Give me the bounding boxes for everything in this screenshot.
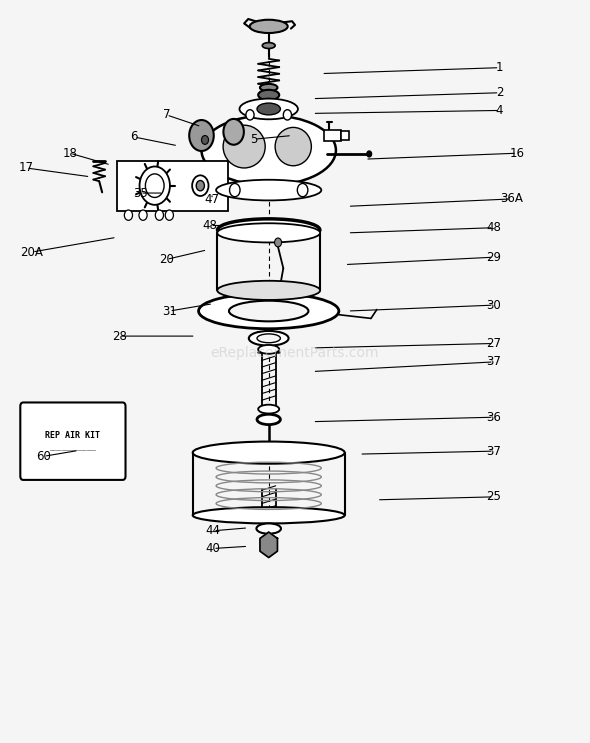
- Text: 16: 16: [510, 146, 525, 160]
- Ellipse shape: [258, 90, 279, 100]
- Text: 48: 48: [203, 219, 218, 232]
- Circle shape: [165, 210, 173, 221]
- Text: 25: 25: [486, 490, 501, 503]
- Text: 60: 60: [36, 450, 51, 463]
- Ellipse shape: [257, 523, 281, 533]
- Bar: [117, 160, 228, 211]
- Ellipse shape: [249, 331, 289, 345]
- Text: 27: 27: [486, 337, 502, 350]
- Circle shape: [283, 110, 291, 120]
- Ellipse shape: [217, 224, 320, 242]
- Ellipse shape: [258, 345, 279, 354]
- Circle shape: [145, 174, 164, 198]
- Text: 36: 36: [486, 411, 501, 424]
- Text: 18: 18: [63, 146, 77, 160]
- Ellipse shape: [275, 127, 312, 166]
- Text: 17: 17: [19, 161, 34, 175]
- Text: 37: 37: [486, 355, 501, 369]
- Ellipse shape: [193, 441, 345, 464]
- Ellipse shape: [257, 415, 280, 424]
- Text: 40: 40: [206, 542, 221, 555]
- Ellipse shape: [189, 120, 214, 151]
- Text: 20: 20: [159, 253, 174, 266]
- Ellipse shape: [196, 181, 204, 191]
- Text: 35: 35: [133, 186, 148, 200]
- Ellipse shape: [258, 405, 279, 414]
- Circle shape: [124, 210, 133, 221]
- Ellipse shape: [218, 219, 320, 241]
- Circle shape: [297, 184, 308, 197]
- Text: REP AIR KIT: REP AIR KIT: [45, 431, 100, 440]
- Ellipse shape: [224, 119, 244, 145]
- Bar: [324, 129, 340, 141]
- Ellipse shape: [240, 99, 298, 120]
- Text: 28: 28: [112, 330, 127, 343]
- Ellipse shape: [193, 507, 345, 523]
- Polygon shape: [260, 532, 277, 557]
- Circle shape: [367, 151, 372, 157]
- Circle shape: [155, 210, 163, 221]
- Text: 47: 47: [205, 193, 219, 206]
- Ellipse shape: [216, 180, 322, 201]
- Text: 5: 5: [250, 133, 258, 146]
- Ellipse shape: [250, 20, 288, 33]
- Ellipse shape: [257, 334, 280, 343]
- Circle shape: [139, 210, 147, 221]
- Ellipse shape: [199, 293, 339, 328]
- Text: eReplacementParts.com: eReplacementParts.com: [211, 346, 379, 360]
- Ellipse shape: [192, 175, 208, 196]
- Bar: [340, 131, 349, 140]
- Ellipse shape: [229, 301, 309, 322]
- Ellipse shape: [223, 125, 265, 168]
- Circle shape: [274, 238, 281, 247]
- Circle shape: [230, 184, 240, 197]
- Ellipse shape: [262, 99, 276, 105]
- Ellipse shape: [257, 103, 280, 115]
- Text: 4: 4: [496, 104, 503, 117]
- Text: 2: 2: [496, 86, 503, 100]
- Circle shape: [246, 110, 254, 120]
- Text: 20A: 20A: [21, 245, 44, 259]
- Circle shape: [202, 135, 208, 144]
- Circle shape: [140, 166, 170, 205]
- Text: _______________: _______________: [50, 446, 96, 451]
- Text: 30: 30: [486, 299, 501, 311]
- Text: 37: 37: [486, 444, 501, 458]
- Ellipse shape: [202, 115, 336, 185]
- Text: 44: 44: [206, 525, 221, 537]
- Text: 36A: 36A: [500, 192, 523, 205]
- Ellipse shape: [263, 42, 275, 48]
- Ellipse shape: [260, 84, 277, 91]
- Text: 31: 31: [162, 305, 177, 317]
- FancyBboxPatch shape: [20, 403, 126, 480]
- Text: 29: 29: [486, 250, 502, 264]
- Text: 48: 48: [486, 221, 501, 234]
- Text: 6: 6: [130, 131, 138, 143]
- Text: 7: 7: [163, 108, 170, 121]
- Ellipse shape: [217, 281, 320, 300]
- Text: 1: 1: [496, 61, 503, 74]
